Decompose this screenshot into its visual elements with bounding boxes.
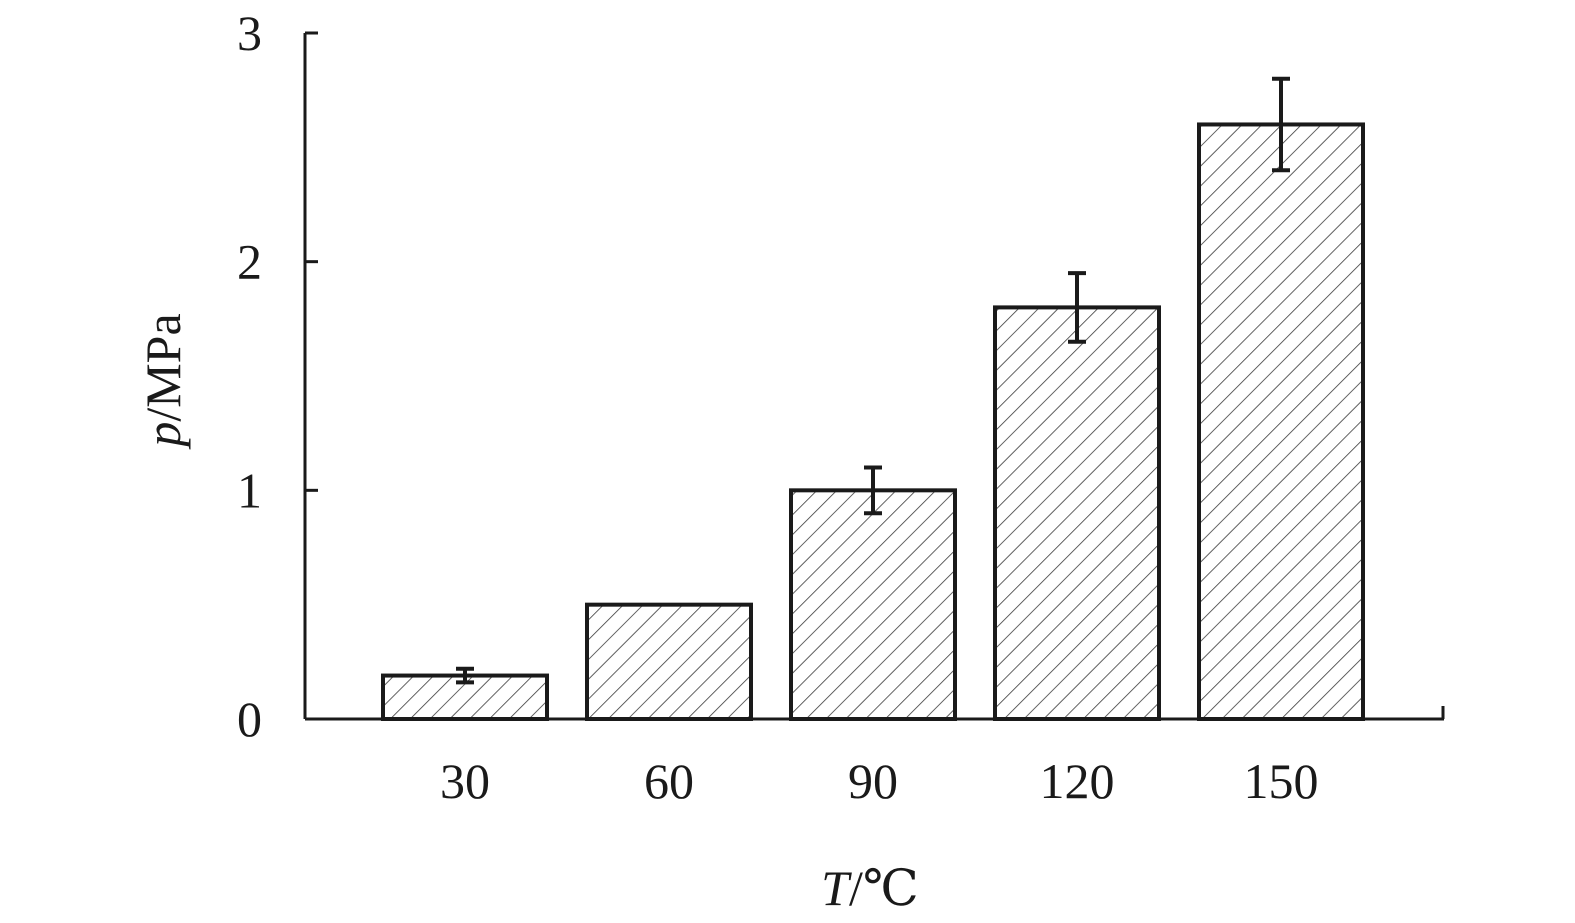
y-tick-label-0: 0 xyxy=(237,691,262,747)
x-tick-labels-layer: 30 60 90 120 150 xyxy=(440,753,1319,809)
error-bar-120 xyxy=(1068,271,1086,344)
x-axis-symbol: T xyxy=(821,860,852,916)
error-bar-90 xyxy=(864,465,882,516)
x-tick-label-90: 90 xyxy=(848,753,898,809)
bar-60 xyxy=(585,602,753,722)
y-axis-symbol: p xyxy=(135,422,191,450)
bar-150 xyxy=(1197,122,1365,721)
y-tick-label-3: 3 xyxy=(237,5,262,61)
bar-90 xyxy=(789,488,957,722)
error-bar-30 xyxy=(456,666,474,685)
y-axis-unit: /MPa xyxy=(135,313,191,421)
x-tick-label-120: 120 xyxy=(1040,753,1115,809)
error-bar-150 xyxy=(1272,76,1290,173)
bars-layer xyxy=(381,122,1365,722)
error-bars-layer xyxy=(456,76,1290,685)
y-tick-label-1: 1 xyxy=(237,462,262,518)
y-ticks-layer: 0 1 2 3 xyxy=(237,5,318,747)
x-axis-unit: /℃ xyxy=(849,860,919,916)
x-tick-label-150: 150 xyxy=(1244,753,1319,809)
y-tick-label-2: 2 xyxy=(237,234,262,290)
bar-120 xyxy=(993,305,1161,721)
y-axis-title: p/MPa xyxy=(135,313,191,449)
x-tick-label-60: 60 xyxy=(644,753,694,809)
x-tick-label-30: 30 xyxy=(440,753,490,809)
x-axis-title: T/℃ xyxy=(821,860,919,916)
